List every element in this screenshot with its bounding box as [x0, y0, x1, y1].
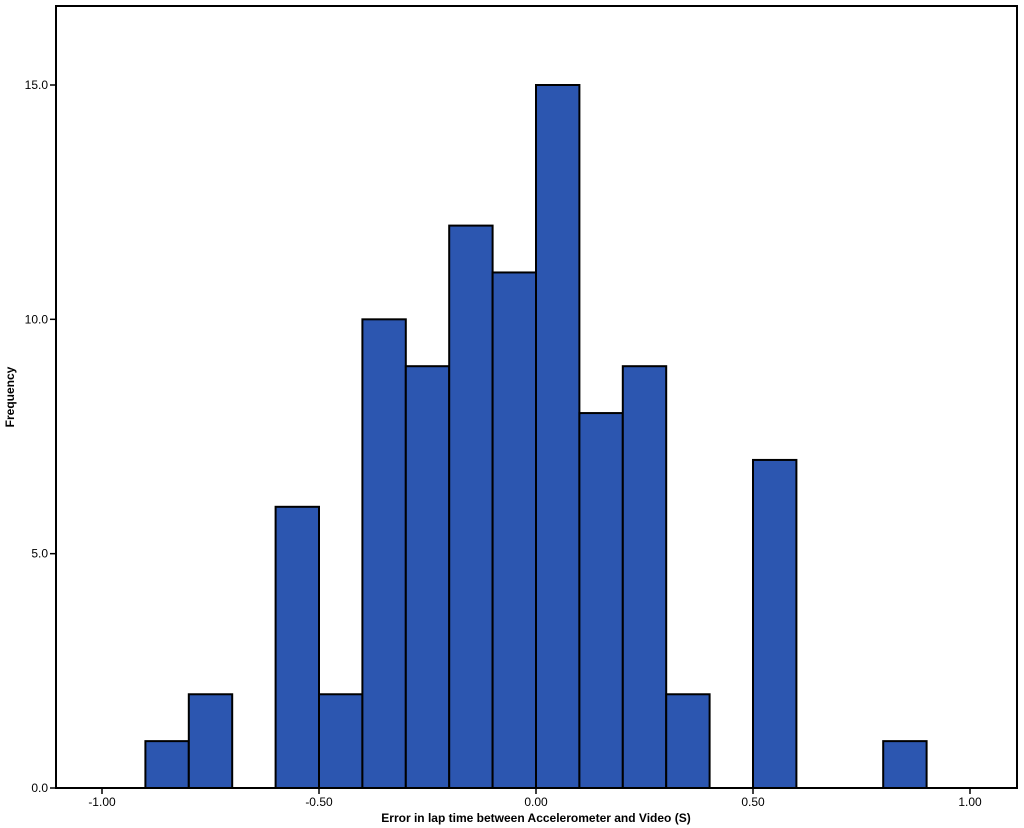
y-tick-label: 10.0	[25, 312, 49, 326]
histogram-bar	[448, 224, 494, 790]
histogram-bar	[665, 693, 711, 789]
histogram-bar	[404, 365, 451, 789]
x-tick-label: 0.50	[741, 795, 765, 809]
x-tick-label: -1.00	[88, 795, 116, 809]
histogram-bar	[578, 412, 624, 789]
y-tick-label: 5.0	[31, 547, 48, 561]
histogram-bar	[752, 458, 798, 789]
x-axis-title: Error in lap time between Accelerometer …	[381, 811, 690, 825]
histogram-bar	[187, 693, 234, 789]
x-tick-label: 0.00	[524, 795, 548, 809]
x-axis-ticks: -1.00 -0.50 0.00 0.50 1.00	[88, 788, 982, 809]
y-axis-title: Frequency	[3, 366, 17, 427]
x-tick-label: -0.50	[305, 795, 333, 809]
y-tick-label: 0.0	[31, 781, 48, 795]
histogram-bar	[318, 693, 364, 789]
histogram-bar	[621, 365, 668, 789]
y-tick-label: 15.0	[25, 78, 49, 92]
histogram-bar	[144, 740, 190, 790]
histogram-bar	[535, 84, 581, 789]
histogram-bar	[491, 271, 538, 789]
bars-group	[144, 84, 928, 790]
y-axis-ticks: 0.0 5.0 10.0 15.0	[25, 78, 56, 795]
histogram-bar	[274, 505, 321, 789]
histogram-bar	[361, 318, 407, 789]
histogram-bar	[882, 740, 928, 790]
x-tick-label: 1.00	[958, 795, 982, 809]
